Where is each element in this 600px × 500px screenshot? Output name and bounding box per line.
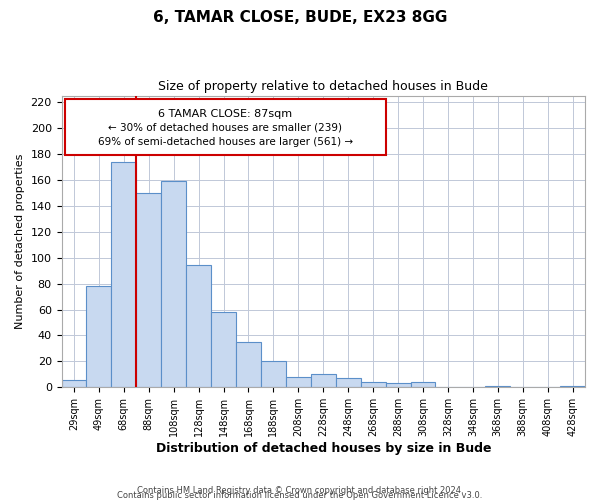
Bar xyxy=(211,312,236,388)
Bar xyxy=(410,382,436,388)
Text: Contains public sector information licensed under the Open Government Licence v3: Contains public sector information licen… xyxy=(118,490,482,500)
Text: 69% of semi-detached houses are larger (561) →: 69% of semi-detached houses are larger (… xyxy=(98,137,353,147)
FancyBboxPatch shape xyxy=(65,100,386,155)
Bar xyxy=(361,382,386,388)
Bar xyxy=(186,266,211,388)
Text: 6, TAMAR CLOSE, BUDE, EX23 8GG: 6, TAMAR CLOSE, BUDE, EX23 8GG xyxy=(153,10,447,25)
Bar xyxy=(261,362,286,388)
Text: 6 TAMAR CLOSE: 87sqm: 6 TAMAR CLOSE: 87sqm xyxy=(158,108,292,118)
Bar xyxy=(161,181,186,388)
Y-axis label: Number of detached properties: Number of detached properties xyxy=(15,154,25,329)
Text: Contains HM Land Registry data © Crown copyright and database right 2024.: Contains HM Land Registry data © Crown c… xyxy=(137,486,463,495)
Bar xyxy=(311,374,336,388)
Bar xyxy=(485,386,510,388)
Bar xyxy=(286,377,311,388)
Title: Size of property relative to detached houses in Bude: Size of property relative to detached ho… xyxy=(158,80,488,93)
Bar xyxy=(336,378,361,388)
Bar xyxy=(62,380,86,388)
Bar xyxy=(112,162,136,388)
Bar xyxy=(86,286,112,388)
Bar xyxy=(560,386,585,388)
Text: ← 30% of detached houses are smaller (239): ← 30% of detached houses are smaller (23… xyxy=(109,123,343,133)
Bar xyxy=(236,342,261,388)
X-axis label: Distribution of detached houses by size in Bude: Distribution of detached houses by size … xyxy=(155,442,491,455)
Bar xyxy=(386,384,410,388)
Bar xyxy=(136,193,161,388)
